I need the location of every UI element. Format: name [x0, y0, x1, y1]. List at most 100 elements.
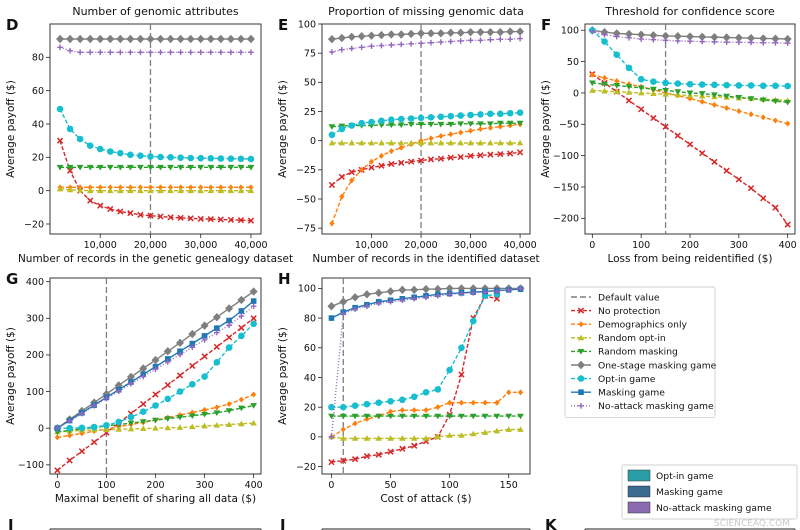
data-point: [458, 290, 465, 297]
data-point: [127, 420, 135, 427]
data-point: [227, 187, 235, 194]
data-point: [399, 445, 406, 452]
y-tick-label: 75: [304, 48, 316, 59]
y-axis-label: Average payoff ($): [277, 327, 289, 425]
data-point: [147, 212, 154, 219]
data-point: [378, 162, 385, 169]
bar-legend-label: Masking game: [656, 487, 723, 498]
data-point: [516, 109, 524, 116]
data-point: [673, 32, 682, 41]
data-point: [436, 29, 445, 38]
data-point: [457, 139, 464, 146]
data-point: [477, 121, 484, 127]
panel-letter-j: J: [279, 516, 286, 530]
panel-letter: D: [6, 16, 18, 34]
series-opt-in-game: [56, 105, 255, 163]
data-point: [329, 220, 335, 227]
series-no-attack-masking-game: [329, 35, 523, 55]
data-point: [248, 49, 254, 56]
data-point: [177, 351, 183, 358]
data-point: [458, 129, 464, 136]
data-point: [760, 114, 766, 121]
data-point: [487, 110, 494, 118]
legend-swatch-marker: [577, 307, 585, 314]
data-point: [147, 164, 154, 171]
data-point: [497, 139, 504, 146]
data-point: [176, 388, 184, 395]
data-point: [115, 388, 122, 395]
data-point: [735, 94, 743, 101]
data-point: [674, 89, 682, 95]
x-tick-label: 200: [146, 480, 164, 491]
data-point: [177, 154, 184, 161]
data-point: [399, 435, 406, 441]
data-point: [340, 457, 347, 464]
data-point: [201, 411, 208, 418]
data-point: [785, 120, 791, 127]
x-tick-label: 40,000: [234, 240, 267, 251]
data-point: [87, 49, 93, 56]
data-point: [467, 152, 474, 159]
data-point: [734, 33, 743, 42]
data-point: [505, 287, 512, 293]
data-point: [152, 417, 159, 424]
data-point: [237, 187, 245, 194]
y-tick-label: 20: [32, 153, 44, 164]
data-point: [56, 105, 64, 113]
data-point: [446, 291, 453, 298]
data-point: [249, 287, 258, 296]
data-point: [662, 123, 669, 130]
data-point: [137, 187, 144, 194]
data-point: [422, 284, 430, 294]
data-point: [375, 413, 383, 420]
data-point: [176, 338, 185, 348]
data-point: [106, 34, 115, 44]
data-point: [387, 448, 394, 455]
data-point: [106, 164, 114, 171]
series-demographics-only: [329, 121, 523, 227]
bar-legend-swatch: [627, 501, 651, 514]
data-point: [140, 425, 147, 431]
data-point: [197, 154, 205, 162]
data-point: [448, 131, 454, 138]
series-no-protection: [328, 149, 524, 189]
data-point: [711, 158, 718, 166]
data-point: [213, 358, 221, 366]
data-point: [76, 135, 84, 143]
data-point: [387, 397, 394, 405]
y-tick-label: 50: [304, 78, 316, 89]
x-axis-label: Number of records in the identified data…: [312, 253, 539, 265]
data-point: [487, 139, 494, 146]
data-point: [470, 290, 477, 296]
data-point: [507, 36, 513, 42]
bar-legend-label: No-attack masking game: [656, 503, 772, 514]
data-point: [398, 139, 405, 146]
data-point: [176, 34, 185, 44]
data-point: [477, 152, 484, 159]
legend-entry-default-value: Default value: [571, 292, 660, 303]
series-random-opt-in: [328, 139, 524, 146]
data-point: [67, 47, 73, 54]
data-point: [206, 34, 215, 44]
legend-swatch-marker: [578, 403, 584, 409]
data-point: [482, 399, 488, 406]
data-point: [426, 29, 435, 38]
data-point: [637, 75, 645, 83]
y-tick-label: 0: [38, 424, 44, 435]
data-point: [97, 184, 103, 191]
data-point: [378, 117, 385, 125]
data-point: [446, 366, 453, 374]
data-point: [411, 407, 417, 414]
data-point: [624, 29, 633, 39]
data-point: [748, 111, 754, 118]
data-point: [477, 111, 484, 118]
data-point: [329, 49, 335, 55]
data-point: [625, 84, 633, 90]
bar-legend-swatch: [627, 469, 651, 482]
data-point: [76, 186, 84, 193]
data-point: [338, 125, 346, 133]
data-point: [86, 187, 94, 194]
data-point: [127, 184, 133, 191]
data-point: [217, 216, 224, 223]
data-point: [387, 30, 396, 39]
